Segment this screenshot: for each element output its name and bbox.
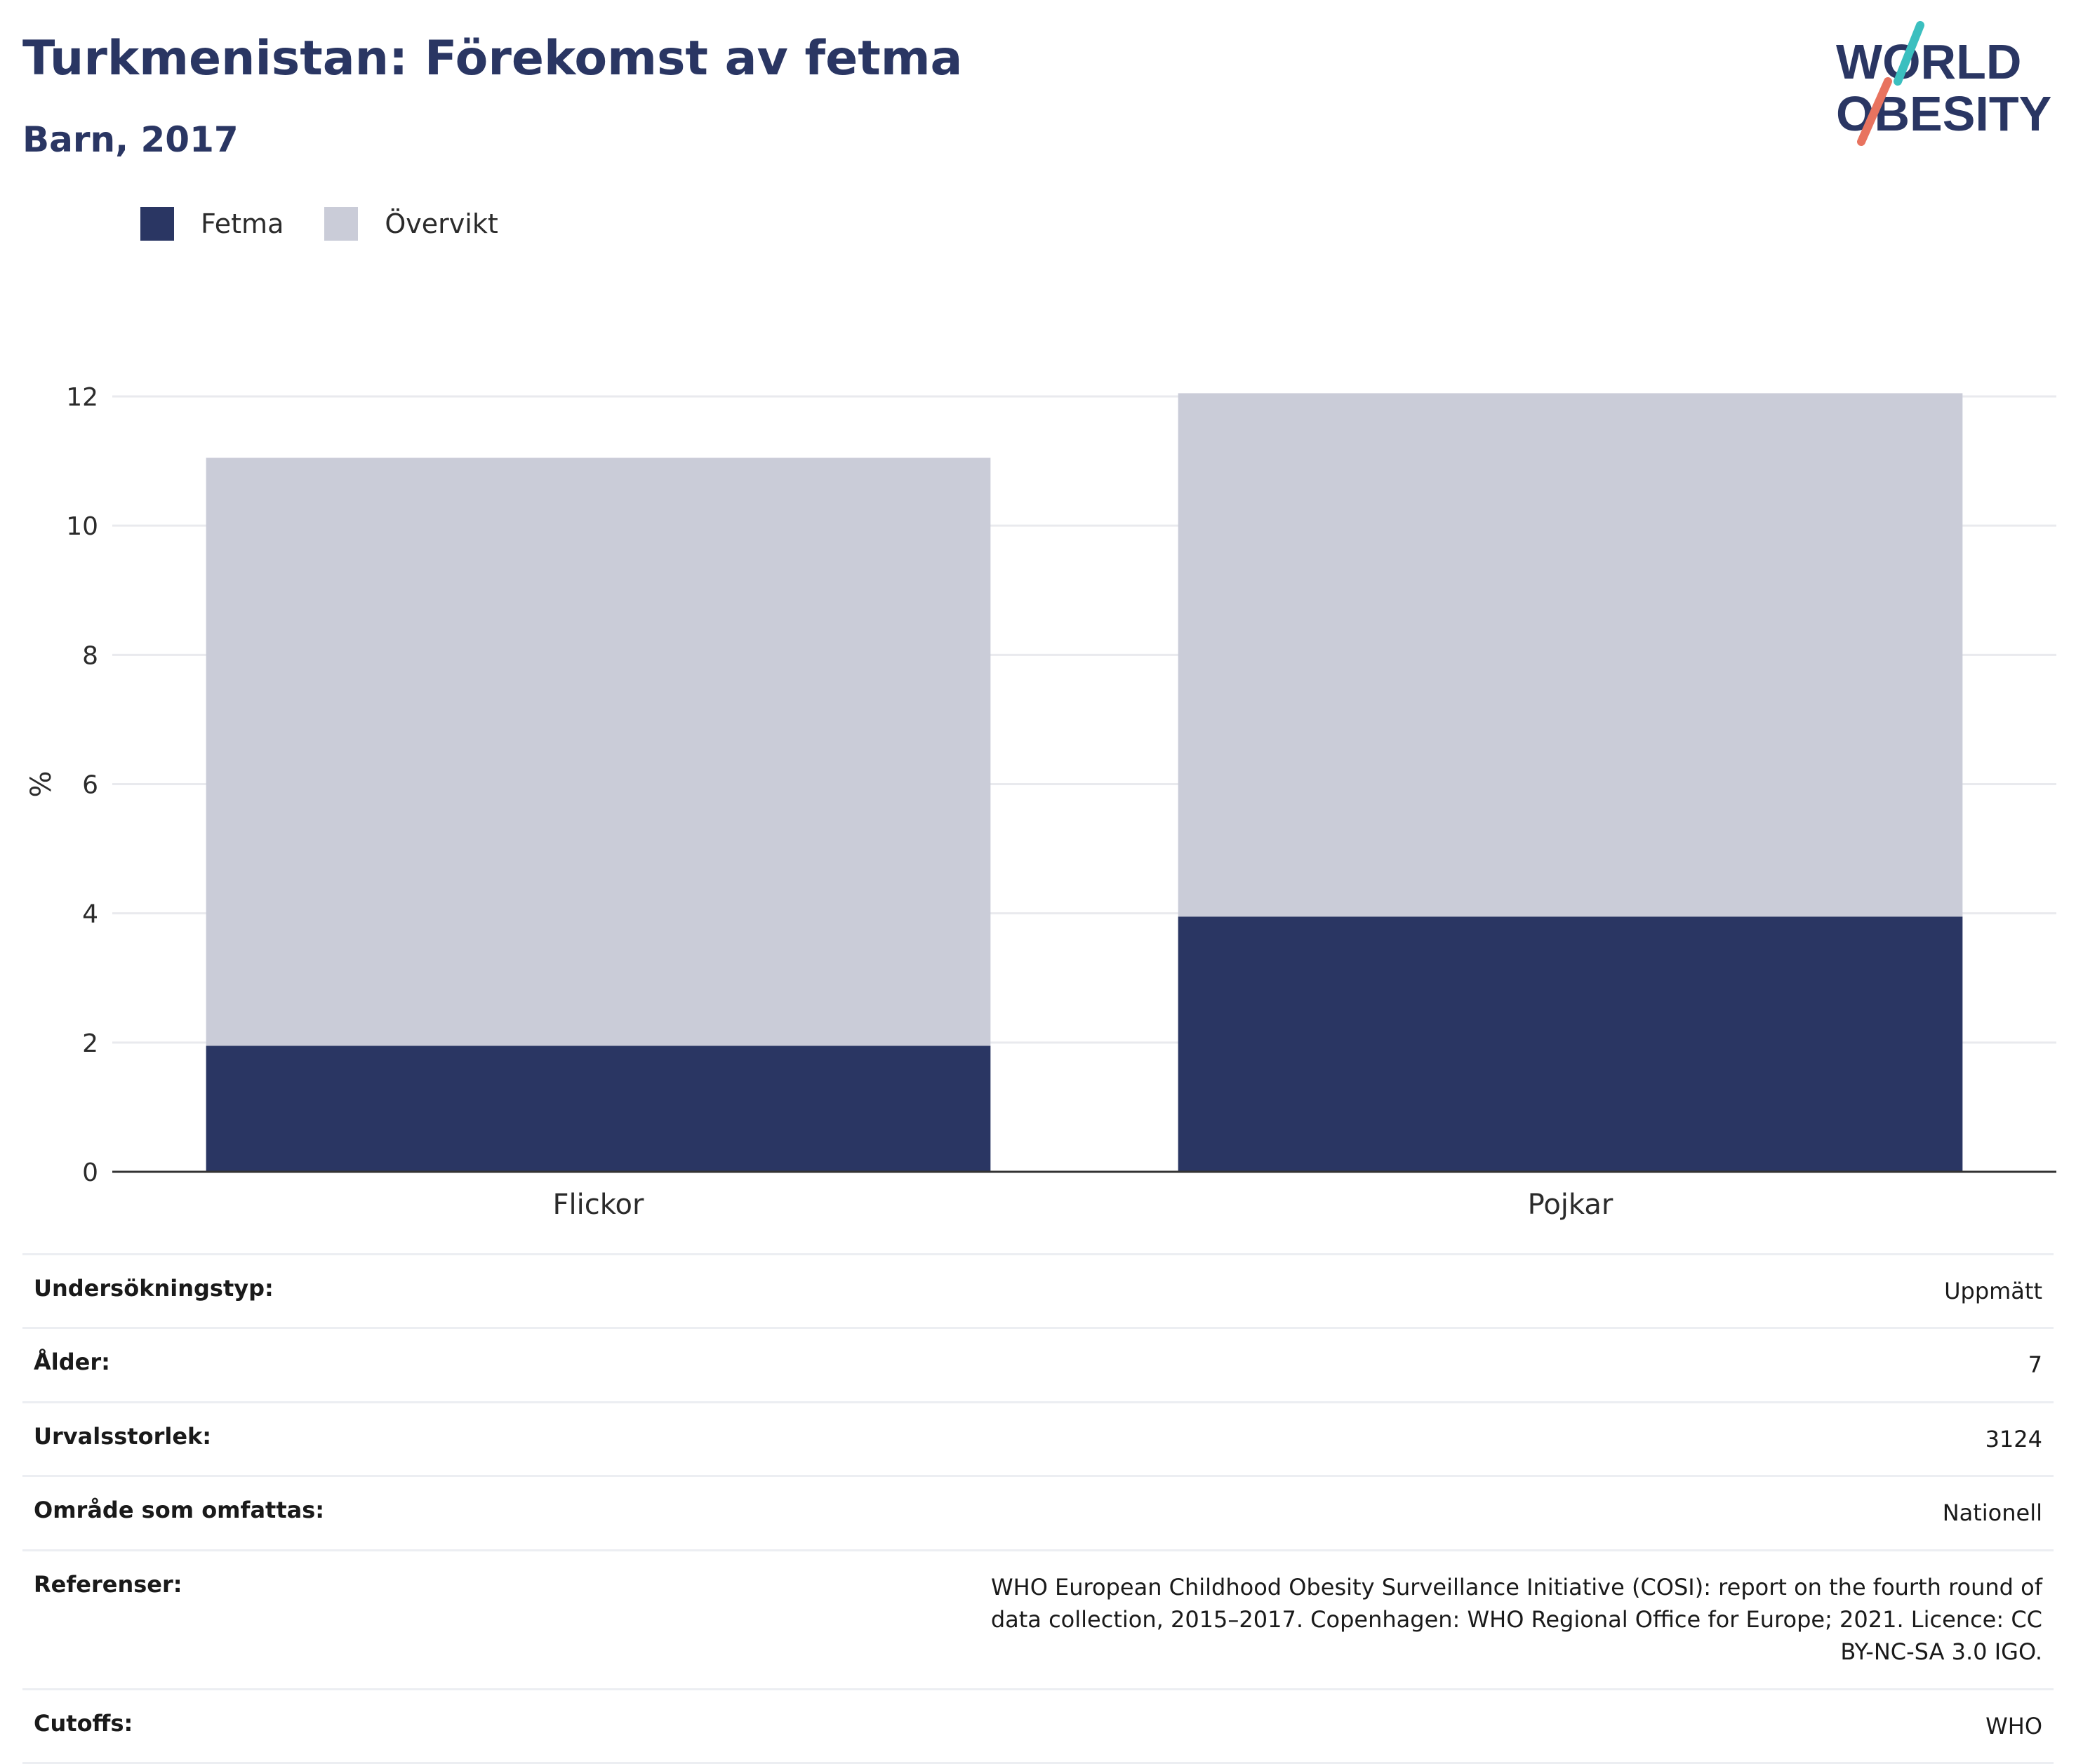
metadata-value: Nationell: [466, 1475, 2054, 1551]
chart-subtitle: Barn, 2017: [22, 119, 239, 160]
metadata-table: Undersökningstyp: Uppmätt Ålder: 7 Urvalssto…: [22, 1252, 2054, 1764]
metadata-value: WHO European Childhood Obesity Surveilla…: [466, 1549, 2054, 1690]
legend-label-overvikt: Övervikt: [385, 208, 498, 239]
x-tick-label-flickor: Flickor: [553, 1189, 644, 1221]
metadata-value: 3124: [466, 1401, 2054, 1476]
chart-title: Turkmenistan: Förekomst av fetma: [22, 31, 963, 86]
bar-flickor-fetma: [206, 1045, 991, 1172]
bar-pojkar-overvikt: [1178, 393, 1963, 917]
metadata-key: Referenser:: [22, 1549, 466, 1690]
bar-pojkar-fetma: [1178, 916, 1963, 1172]
metadata-key: Urvalsstorlek:: [22, 1401, 466, 1476]
y-tick-label-12: 12: [66, 383, 98, 412]
legend-item-fetma[interactable]: Fetma: [140, 207, 284, 241]
y-tick-label-2: 2: [82, 1029, 98, 1058]
metadata-row: Urvalsstorlek: 3124: [22, 1401, 2054, 1476]
metadata-value: WHO: [466, 1688, 2054, 1764]
metadata-key: Ålder:: [22, 1327, 466, 1403]
metadata-row: Referenser: WHO European Childhood Obesit…: [22, 1549, 2054, 1690]
bar-flickor-overvikt: [206, 457, 991, 1046]
chart-legend: Fetma Övervikt: [140, 207, 539, 241]
world-obesity-logo: WORLD OBESITY: [1836, 21, 2051, 146]
y-tick-label-8: 8: [82, 641, 98, 670]
metadata-value: 7: [466, 1327, 2054, 1403]
bar-chart: 0 2 4 6 8 10 12% Flickor Pojkar: [25, 383, 2056, 1221]
x-tick-label-pojkar: Pojkar: [1528, 1189, 1613, 1221]
metadata-row: Ålder: 7: [22, 1327, 2054, 1403]
legend-label-fetma: Fetma: [201, 208, 284, 239]
metadata-row: Område som omfattas: Nationell: [22, 1475, 2054, 1551]
legend-swatch-overvikt: [324, 207, 359, 241]
metadata-row: Undersökningstyp: Uppmätt: [22, 1252, 2054, 1328]
y-axis-label: %: [25, 770, 58, 797]
logo-line1: WORLD: [1836, 34, 2021, 89]
metadata-key: Undersökningstyp:: [22, 1252, 466, 1328]
y-tick-label-4: 4: [82, 900, 98, 929]
metadata-key: Cutoffs:: [22, 1688, 466, 1764]
metadata-key: Område som omfattas:: [22, 1475, 466, 1551]
y-tick-label-10: 10: [66, 512, 98, 541]
logo-slash-coral-icon: [1857, 77, 1892, 146]
metadata-value: Uppmätt: [466, 1252, 2054, 1328]
y-tick-label-6: 6: [82, 771, 98, 800]
y-tick-label-0: 0: [82, 1158, 98, 1187]
legend-swatch-fetma: [140, 207, 174, 241]
logo-slash-teal-icon: [1894, 21, 1924, 86]
metadata-row: Cutoffs: WHO: [22, 1688, 2054, 1764]
legend-item-overvikt[interactable]: Övervikt: [324, 207, 498, 241]
